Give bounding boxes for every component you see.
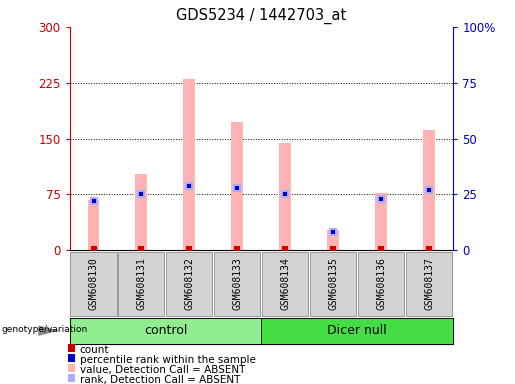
Text: GSM608132: GSM608132 — [184, 258, 195, 310]
Point — [281, 191, 289, 197]
Bar — [70, 318, 261, 344]
Bar — [183, 79, 195, 250]
Text: GSM608134: GSM608134 — [280, 258, 290, 310]
Polygon shape — [38, 325, 59, 336]
Text: GSM608135: GSM608135 — [328, 258, 338, 310]
Title: GDS5234 / 1442703_at: GDS5234 / 1442703_at — [176, 8, 347, 24]
Bar — [423, 131, 435, 250]
Point — [281, 246, 289, 252]
Text: count: count — [80, 345, 109, 355]
Point — [425, 187, 433, 193]
Text: GSM608136: GSM608136 — [376, 258, 386, 310]
Bar — [88, 200, 99, 250]
Text: percentile rank within the sample: percentile rank within the sample — [80, 355, 255, 365]
Point — [377, 196, 385, 202]
Bar — [135, 174, 147, 250]
Bar — [71, 252, 116, 316]
Point — [425, 187, 433, 193]
Point — [377, 246, 385, 252]
Point — [138, 246, 146, 252]
Text: GSM608131: GSM608131 — [136, 258, 146, 310]
Point — [90, 246, 98, 252]
Point — [329, 229, 337, 235]
Bar — [358, 252, 404, 316]
Point — [233, 185, 242, 191]
Bar — [118, 252, 164, 316]
Bar — [67, 354, 75, 362]
Point — [138, 191, 146, 197]
Bar — [67, 374, 75, 382]
Point — [90, 198, 98, 204]
Text: control: control — [144, 324, 187, 337]
Point — [185, 182, 194, 189]
Text: value, Detection Call = ABSENT: value, Detection Call = ABSENT — [80, 365, 245, 375]
Text: GSM608137: GSM608137 — [424, 258, 434, 310]
Point — [233, 246, 242, 252]
Point — [281, 191, 289, 197]
Bar — [166, 252, 213, 316]
Bar — [262, 252, 308, 316]
Point — [425, 246, 433, 252]
Point — [233, 185, 242, 191]
Point — [138, 191, 146, 197]
Bar — [279, 143, 291, 250]
Bar — [310, 252, 356, 316]
Text: GSM608133: GSM608133 — [232, 258, 243, 310]
Text: GSM608130: GSM608130 — [89, 258, 98, 310]
Bar — [328, 230, 339, 250]
Bar — [214, 252, 261, 316]
Bar — [67, 344, 75, 352]
Point — [329, 246, 337, 252]
Bar — [231, 122, 244, 250]
Point — [377, 196, 385, 202]
Point — [329, 229, 337, 235]
Bar — [261, 318, 453, 344]
Text: rank, Detection Call = ABSENT: rank, Detection Call = ABSENT — [80, 375, 240, 384]
Text: Dicer null: Dicer null — [328, 324, 387, 337]
Bar — [67, 364, 75, 372]
Text: genotype/variation: genotype/variation — [2, 325, 88, 334]
Point — [185, 182, 194, 189]
Point — [185, 246, 194, 252]
Bar — [406, 252, 452, 316]
Bar — [375, 193, 387, 250]
Point — [90, 198, 98, 204]
